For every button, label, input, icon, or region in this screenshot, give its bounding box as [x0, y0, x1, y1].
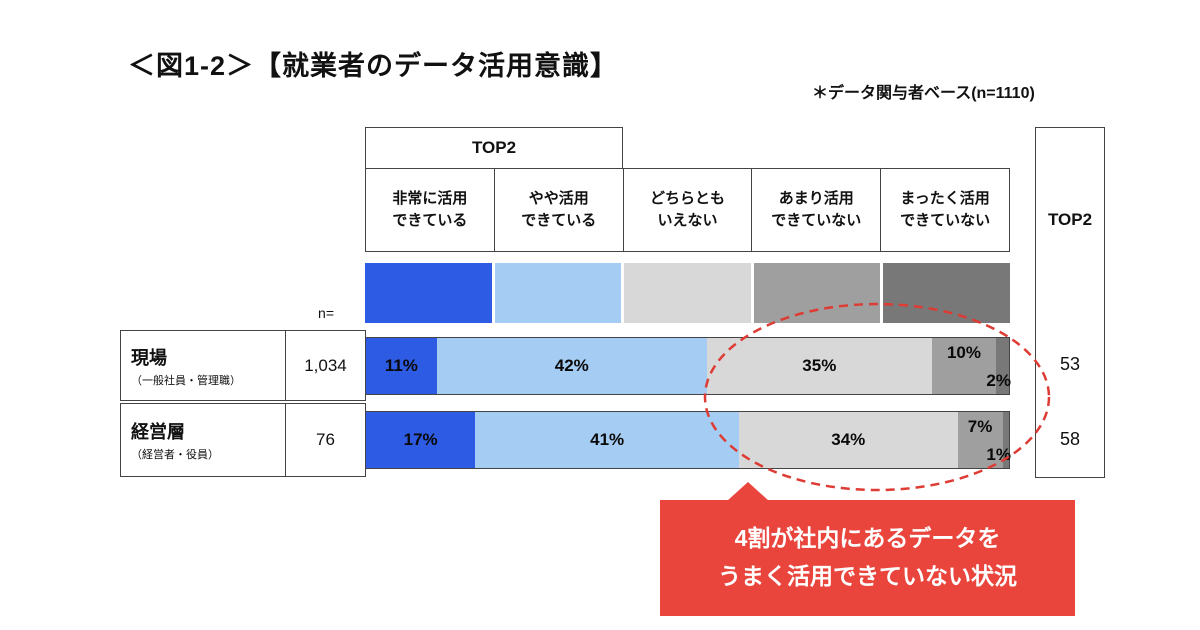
segment-value-label: 1% [986, 445, 1011, 464]
bar-segment [475, 412, 739, 468]
top2-span-header: TOP2 [365, 127, 623, 169]
column-header-line: できていない [900, 212, 991, 229]
segment-value-label: 41% [590, 430, 625, 449]
legend-swatch-row [365, 263, 1010, 323]
row-name: 経営層 [131, 422, 185, 442]
top2-column-label: TOP2 [1047, 210, 1093, 229]
row-subtitle: （一般社員・管理職） [131, 374, 241, 387]
column-header-strongly-can: 非常に活用 できている [366, 169, 494, 251]
top2-value-keieiso: 58 [1059, 429, 1081, 449]
legend-swatch-somewhat-can [494, 263, 625, 323]
segment-value-label: 10% [946, 343, 981, 363]
bar-segment [366, 338, 437, 394]
bar-segment [366, 412, 476, 468]
column-header-line: まったく活用 [900, 189, 990, 207]
segment-value-label: 35% [802, 356, 837, 375]
column-header-line: やや活用 [528, 189, 589, 207]
row-subtitle: （経営者・役員） [131, 449, 219, 461]
segment-value-label: 7% [967, 417, 993, 437]
column-header-not-at-all: まったく活用 できていない [880, 169, 1009, 251]
column-header-neither: どちらとも いえない [622, 169, 752, 251]
n-equals-label: n= [318, 305, 334, 321]
column-header-somewhat-can: やや活用 できている [493, 169, 623, 251]
row-label-genba: 現場 （一般社員・管理職） [120, 330, 286, 401]
legend-swatch-neither [624, 263, 754, 323]
column-header-line: できていない [771, 212, 862, 229]
column-header-line: できている [392, 212, 468, 229]
callout-pointer [727, 482, 769, 501]
column-header-line: あまり活用 [778, 189, 854, 207]
column-header-line: 非常に活用 [392, 189, 468, 207]
stacked-bar-genba: 11% 42% 35% 10% 2% [365, 337, 1011, 395]
segment-value-label: 17% [403, 430, 438, 449]
column-header-line: いえない [657, 212, 718, 229]
segment-value-label: 11% [384, 356, 418, 375]
figure-title: ＜図1-2＞【就業者のデータ活用意識】 [128, 51, 619, 81]
top2-value-genba: 53 [1059, 354, 1081, 374]
row-label-keieiso: 経営層 （経営者・役員） [120, 403, 286, 477]
top2-score-column: TOP2 53 58 [1035, 127, 1105, 478]
row-name: 現場 [131, 347, 167, 368]
callout-text-line1: 4割が社内にあるデータを [734, 525, 1001, 552]
column-headers: 非常に活用 できている やや活用 できている どちらとも いえない あまり活用 … [365, 168, 1010, 252]
segment-value-label: 2% [986, 371, 1011, 390]
callout-text-line2: うまく活用できていない状況 [718, 563, 1017, 589]
row-n-value-genba: 1,034 [285, 330, 366, 401]
legend-swatch-not-much [753, 263, 884, 323]
column-header-line: どちらとも [649, 189, 725, 207]
segment-value-label: 42% [554, 356, 589, 375]
legend-swatch-not-at-all [883, 263, 1010, 323]
base-note: ＊データ関与者ベース(n=1110) [812, 85, 1035, 102]
stacked-bar-keieiso: 17% 41% 34% 7% 1% [365, 411, 1011, 469]
bar-segment [436, 338, 707, 394]
row-n-value-keieiso: 76 [285, 403, 366, 477]
callout: 4割が社内にあるデータを うまく活用できていない状況 [660, 500, 1075, 616]
column-header-line: できている [521, 212, 597, 229]
legend-swatch-strongly-can [365, 263, 495, 323]
segment-value-label: 34% [831, 430, 866, 449]
column-header-not-much: あまり活用 できていない [751, 169, 880, 251]
